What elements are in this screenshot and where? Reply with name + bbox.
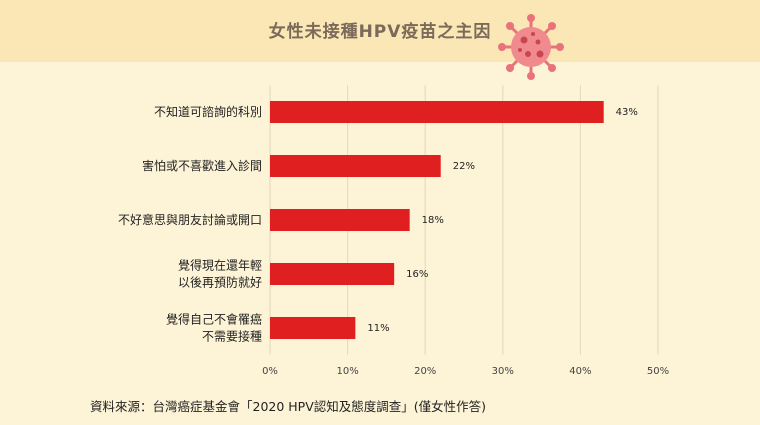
data-label: 43% — [616, 107, 638, 118]
source-note: 資料來源：台灣癌症基金會「2020 HPV認知及態度調查」(僅女性作答) — [90, 399, 487, 414]
category-label: 不知道可諮詢的科別 — [154, 104, 262, 119]
data-label: 11% — [367, 323, 389, 334]
data-label: 18% — [422, 215, 444, 226]
x-tick-label: 30% — [492, 366, 514, 377]
category-label: 覺得自己不會罹癌 — [166, 312, 262, 327]
x-tick-label: 10% — [336, 366, 358, 377]
x-tick-label: 20% — [414, 366, 436, 377]
title-banner — [0, 0, 760, 62]
x-tick-label: 40% — [569, 366, 591, 377]
bar — [270, 209, 410, 231]
bar — [270, 155, 441, 177]
bar — [270, 101, 604, 123]
bar — [270, 263, 395, 285]
bar — [270, 317, 356, 339]
category-label: 不好意思與朋友討論或開口 — [118, 212, 262, 227]
data-label: 16% — [406, 269, 428, 280]
x-tick-label: 0% — [262, 366, 278, 377]
category-label: 覺得現在還年輕 — [178, 258, 262, 273]
chart-title: 女性未接種HPV疫苗之主因 — [268, 22, 492, 42]
category-label: 不需要接種 — [202, 329, 262, 344]
category-label: 害怕或不喜歡進入診間 — [142, 158, 262, 173]
category-label: 以後再預防就好 — [178, 275, 262, 290]
virus-icon — [498, 14, 564, 80]
x-tick-label: 50% — [647, 366, 669, 377]
data-label: 22% — [453, 161, 475, 172]
